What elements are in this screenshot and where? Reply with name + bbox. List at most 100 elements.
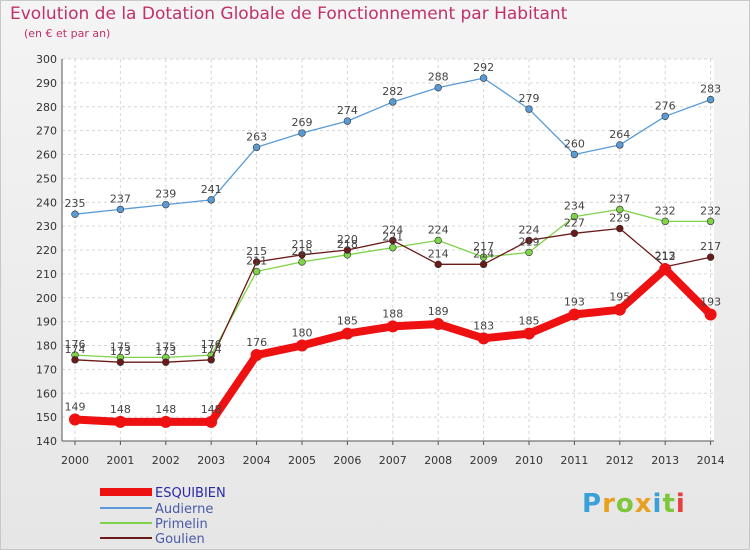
point-esquibien <box>613 303 626 316</box>
data-label-esquibien: 189 <box>428 305 449 318</box>
x-tick-label: 2006 <box>333 454 361 467</box>
data-label-audierne: 283 <box>700 83 721 96</box>
x-tick-label: 2009 <box>470 454 498 467</box>
y-tick-label: 280 <box>36 101 57 114</box>
point-esquibien <box>69 413 81 426</box>
data-label-primelin: 237 <box>609 192 630 205</box>
data-label-goulien: 218 <box>292 238 313 251</box>
data-label-primelin: 219 <box>519 235 540 248</box>
point-audierne <box>298 129 306 137</box>
point-audierne <box>389 98 397 106</box>
proxiti-logo: Proxiti <box>582 489 686 519</box>
data-label-primelin: 221 <box>382 231 403 244</box>
data-label-primelin: 218 <box>337 238 358 251</box>
data-label-esquibien: 149 <box>65 401 86 414</box>
data-label-goulien: 173 <box>110 345 131 358</box>
point-audierne <box>525 105 533 113</box>
point-esquibien <box>386 320 399 333</box>
data-label-goulien: 220 <box>337 233 358 246</box>
x-tick-label: 2011 <box>560 454 588 467</box>
chart-subtitle: (en € et par an) <box>24 27 111 40</box>
point-audierne <box>661 112 669 121</box>
point-audierne <box>207 196 215 204</box>
point-audierne <box>343 117 352 125</box>
data-label-esquibien: 180 <box>292 327 313 340</box>
data-label-audierne: 269 <box>292 116 313 129</box>
data-label-audierne: 239 <box>155 188 176 201</box>
point-primelin <box>525 248 533 257</box>
data-label-esquibien: 195 <box>609 291 630 304</box>
point-primelin <box>479 253 488 261</box>
point-esquibien <box>432 318 445 331</box>
point-goulien <box>343 246 352 254</box>
point-audierne <box>706 95 715 104</box>
point-audierne <box>479 74 488 82</box>
legend-label-goulien: Goulien <box>155 532 205 547</box>
data-label-primelin: 215 <box>292 245 313 258</box>
point-goulien <box>616 224 624 233</box>
data-label-goulien: 174 <box>201 343 222 356</box>
x-tick-label: 2004 <box>243 454 271 467</box>
point-audierne <box>434 83 442 92</box>
data-label-primelin: 175 <box>155 340 176 353</box>
point-audierne <box>252 143 261 152</box>
data-label-goulien: 224 <box>382 223 403 236</box>
y-tick-label: 230 <box>36 220 57 233</box>
data-label-esquibien: 188 <box>382 307 403 320</box>
y-tick-label: 170 <box>36 363 57 376</box>
point-esquibien <box>341 327 354 340</box>
data-label-goulien: 227 <box>564 216 585 229</box>
y-tick-label: 210 <box>36 268 57 281</box>
point-goulien <box>71 356 79 364</box>
data-label-goulien: 213 <box>655 250 676 263</box>
point-goulien <box>525 236 533 245</box>
data-label-goulien: 224 <box>519 223 540 236</box>
y-tick-label: 160 <box>36 387 57 400</box>
data-label-goulien: 217 <box>700 240 721 253</box>
point-primelin <box>661 217 669 226</box>
y-tick-label: 140 <box>36 435 57 448</box>
data-label-goulien: 173 <box>155 345 176 358</box>
data-label-esquibien: 193 <box>700 295 721 308</box>
data-label-esquibien: 148 <box>155 403 176 416</box>
point-esquibien <box>659 263 672 276</box>
data-label-audierne: 237 <box>110 192 131 205</box>
legend-label-audierne: Audierne <box>155 502 213 517</box>
point-primelin <box>434 236 442 245</box>
point-audierne <box>116 205 125 214</box>
data-label-goulien: 215 <box>246 245 267 258</box>
y-tick-label: 270 <box>36 125 57 138</box>
data-label-esquibien: 185 <box>519 315 540 328</box>
y-tick-label: 200 <box>36 292 57 305</box>
data-label-goulien: 214 <box>428 247 449 260</box>
data-label-audierne: 263 <box>246 130 267 143</box>
data-label-primelin: 232 <box>655 204 676 217</box>
point-esquibien <box>568 308 581 321</box>
point-esquibien <box>704 308 717 321</box>
y-tick-label: 300 <box>36 53 57 66</box>
x-tick-label: 2014 <box>697 454 725 467</box>
point-esquibien <box>296 339 308 352</box>
point-esquibien <box>477 332 490 345</box>
data-label-esquibien: 183 <box>473 319 494 332</box>
point-primelin <box>570 212 579 221</box>
data-label-esquibien: 185 <box>337 315 358 328</box>
point-goulien <box>706 253 715 261</box>
x-tick-label: 2007 <box>379 454 407 467</box>
data-label-audierne: 276 <box>655 99 676 112</box>
point-goulien <box>207 356 215 364</box>
y-tick-label: 260 <box>36 149 57 162</box>
data-label-goulien: 214 <box>473 247 494 260</box>
point-goulien <box>162 358 170 366</box>
data-label-primelin: 217 <box>473 240 494 253</box>
data-label-primelin: 176 <box>201 338 222 351</box>
x-tick-label: 2001 <box>106 454 134 467</box>
point-primelin <box>706 217 715 226</box>
point-goulien <box>434 260 442 269</box>
point-primelin <box>252 267 261 276</box>
series-group <box>69 74 717 428</box>
data-label-audierne: 241 <box>201 183 222 196</box>
data-label-esquibien: 212 <box>655 250 676 263</box>
